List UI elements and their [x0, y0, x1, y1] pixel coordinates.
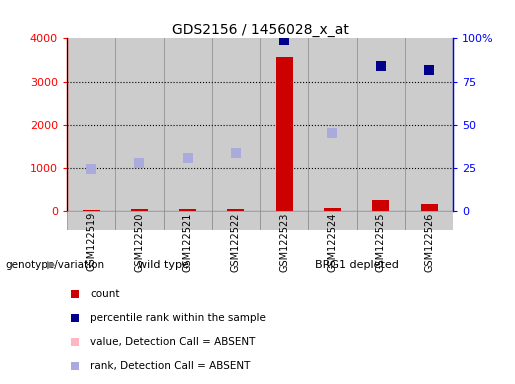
Text: BRG1 depleted: BRG1 depleted: [315, 260, 399, 270]
Text: GSM122523: GSM122523: [279, 212, 289, 271]
Bar: [67, 38, 115, 211]
Text: count: count: [90, 290, 119, 300]
Text: value, Detection Call = ABSENT: value, Detection Call = ABSENT: [90, 338, 255, 348]
Bar: [421, 204, 438, 211]
Bar: [212, 211, 260, 230]
Text: genotype/variation: genotype/variation: [5, 260, 104, 270]
Text: wild type: wild type: [138, 260, 189, 270]
Text: GSM122525: GSM122525: [376, 212, 386, 271]
Text: percentile rank within the sample: percentile rank within the sample: [90, 313, 266, 323]
Bar: [82, 210, 99, 211]
Text: ▶: ▶: [47, 260, 56, 270]
Text: GSM122520: GSM122520: [134, 212, 144, 271]
Bar: [67, 211, 115, 230]
Title: GDS2156 / 1456028_x_at: GDS2156 / 1456028_x_at: [171, 23, 349, 37]
Bar: [372, 200, 389, 211]
Bar: [324, 208, 341, 211]
Bar: [163, 38, 212, 211]
Bar: [356, 38, 405, 211]
Bar: [228, 210, 245, 211]
Text: GSM122522: GSM122522: [231, 212, 241, 271]
Bar: [308, 211, 356, 230]
Bar: [260, 211, 308, 230]
Bar: [131, 209, 148, 211]
Bar: [308, 38, 356, 211]
Text: rank, Detection Call = ABSENT: rank, Detection Call = ABSENT: [90, 361, 250, 371]
Text: GSM122526: GSM122526: [424, 212, 434, 271]
Bar: [163, 211, 212, 230]
Bar: [260, 38, 308, 211]
Text: GSM122521: GSM122521: [183, 212, 193, 271]
Bar: [276, 56, 293, 211]
Bar: [115, 211, 163, 230]
Bar: [179, 209, 196, 211]
Text: GSM122524: GSM122524: [328, 212, 337, 271]
Bar: [115, 38, 163, 211]
Bar: [405, 38, 453, 211]
Bar: [405, 211, 453, 230]
Text: GSM122519: GSM122519: [86, 212, 96, 271]
Bar: [356, 211, 405, 230]
Bar: [212, 38, 260, 211]
